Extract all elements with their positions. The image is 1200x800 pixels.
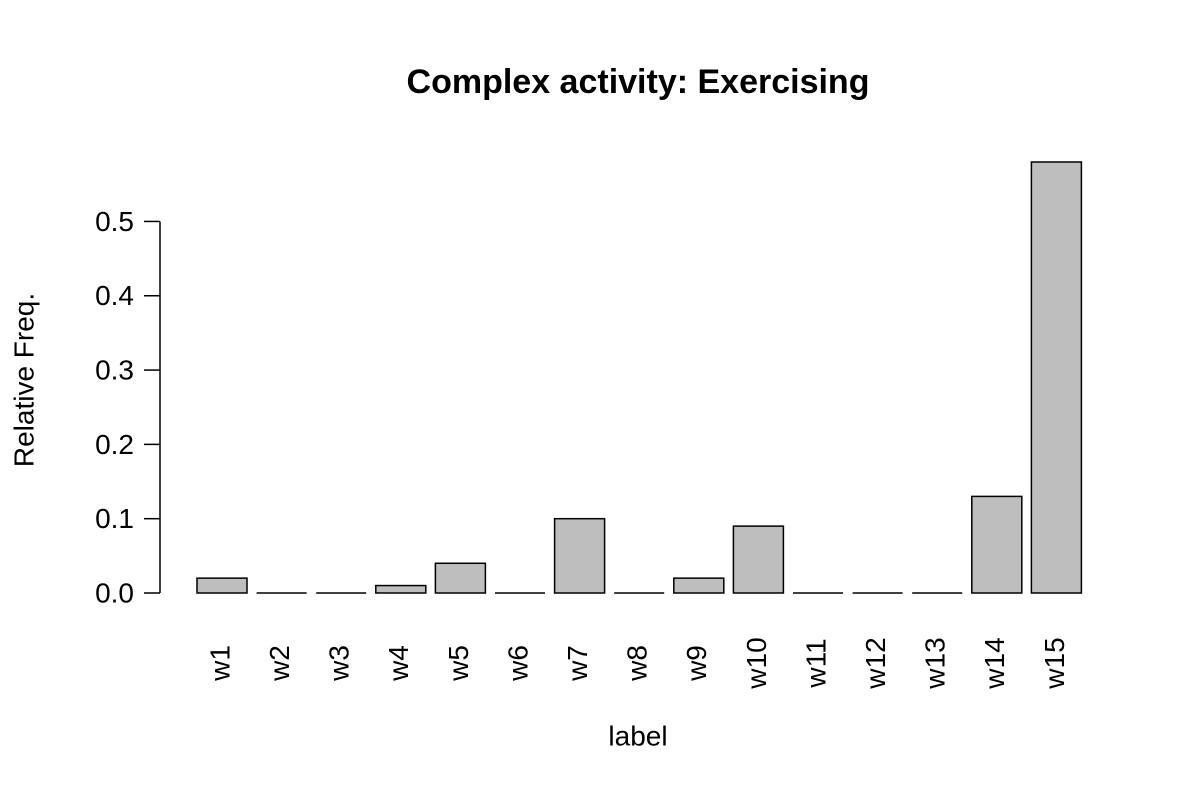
y-tick-label: 0.2 xyxy=(95,429,134,460)
x-tick-label: w10 xyxy=(741,637,772,689)
x-tick-label: w3 xyxy=(324,645,355,682)
y-tick-label: 0.0 xyxy=(95,577,134,608)
y-tick-label: 0.3 xyxy=(95,354,134,385)
bar xyxy=(732,525,785,594)
x-tick-label: w6 xyxy=(502,645,533,682)
x-tick-label: w4 xyxy=(383,645,414,682)
bar xyxy=(196,577,248,594)
x-tick-label: w13 xyxy=(920,637,951,689)
bar xyxy=(1030,161,1083,594)
y-axis-label: Relative Freq. xyxy=(8,293,39,467)
bar xyxy=(673,577,725,594)
y-tick-label: 0.1 xyxy=(95,503,134,534)
x-tick-label: w8 xyxy=(622,645,653,682)
bar xyxy=(434,562,487,594)
bar xyxy=(971,495,1023,594)
x-tick-label: w12 xyxy=(860,637,891,689)
bar xyxy=(375,584,427,594)
x-tick-label: w5 xyxy=(443,645,474,682)
y-tick-label: 0.4 xyxy=(95,280,134,311)
x-tick-label: w1 xyxy=(204,645,235,682)
bar xyxy=(553,517,606,594)
x-tick-label: w2 xyxy=(264,645,295,682)
y-tick-label: 0.5 xyxy=(95,206,134,237)
x-tick-label: w11 xyxy=(800,638,831,688)
chart-title: Complex activity: Exercising xyxy=(407,63,870,101)
x-tick-label: w9 xyxy=(681,645,712,682)
x-tick-label: w14 xyxy=(979,637,1010,689)
x-tick-label: w15 xyxy=(1039,637,1070,689)
x-axis-label: label xyxy=(608,720,667,751)
x-tick-label: w7 xyxy=(562,645,593,682)
